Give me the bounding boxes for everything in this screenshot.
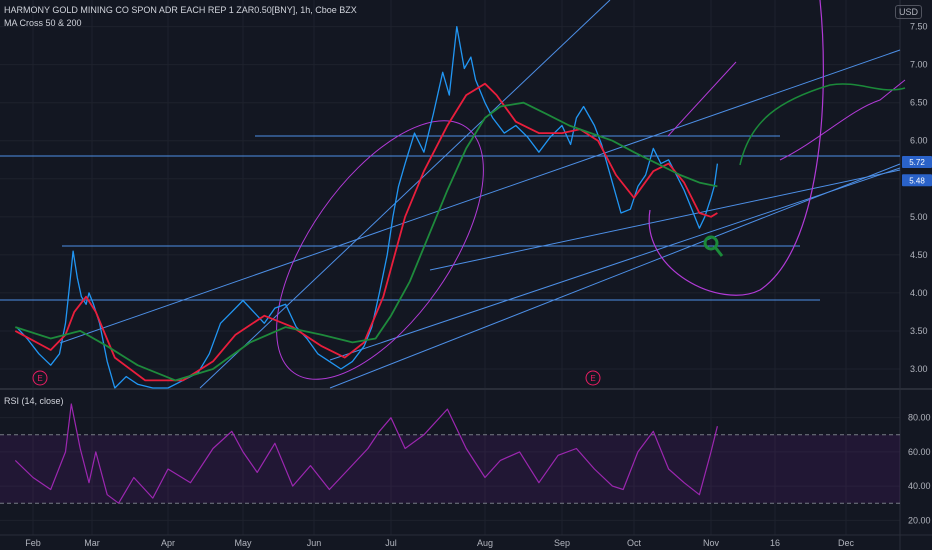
y-tick-label: 7.00 [910,60,928,70]
rsi-tick-label: 40.00 [908,481,931,491]
x-tick-label: Apr [161,538,175,548]
trendline [429,169,901,271]
rsi-tick-label: 80.00 [908,413,931,423]
ma-indicator-label: MA Cross 50 & 200 [4,18,82,28]
x-tick-label: Aug [477,538,493,548]
y-tick-label: 3.50 [910,326,928,336]
rsi-line [14,403,718,504]
chart-title: HARMONY GOLD MINING CO SPON ADR EACH REP… [4,5,357,15]
ellipse-drawing [276,120,484,380]
x-tick-label: Jul [385,538,397,548]
y-tick-label: 6.00 [910,136,928,146]
y-tick-label: 4.00 [910,288,928,298]
rsi-indicator-label: RSI (14, close) [4,396,64,406]
price-label-bg [902,174,932,187]
magenta-line [667,61,737,137]
earnings-label: E [37,374,42,383]
series-ma-200 [15,101,718,382]
rsi-band [0,434,900,504]
earnings-marker [32,370,48,386]
rsi-tick-label: 20.00 [908,515,931,525]
series-ma-50 [14,82,718,382]
y-tick-label: 4.50 [910,250,928,260]
magenta-projection [779,79,906,161]
magnifier-handle [713,246,724,257]
price-label: 5.72 [909,158,925,167]
magnifier-marker [703,235,719,251]
x-tick-label: Sep [554,538,570,548]
earnings-label: E [590,374,595,383]
x-tick-label: 16 [770,538,780,548]
grid [0,0,900,535]
trendline [199,0,611,389]
series-price [16,25,719,389]
series [14,25,719,504]
currency-badge[interactable]: USD [894,5,922,19]
earnings-marker [585,370,601,386]
trendline [329,167,901,361]
axes: Feb Mar Apr May Jun Jul Aug Sep Oct Nov 16 Dec 3.00 3… [25,22,932,548]
x-tick-label: Dec [838,538,855,548]
x-tick-label: Nov [703,538,720,548]
rsi-tick-label: 60.00 [908,447,931,457]
price-label-bg [902,156,932,169]
arc-drawing [648,0,824,296]
trendline [329,163,901,389]
x-tick-label: Feb [25,538,41,548]
y-tick-label: 3.00 [910,364,928,374]
y-tick-label: 6.50 [910,98,928,108]
y-tick-label: 5.00 [910,212,928,222]
x-tick-label: Jun [307,538,322,548]
green-projection [739,83,906,166]
x-tick-label: Oct [627,538,642,548]
x-tick-label: May [234,538,252,548]
y-tick-label: 7.50 [910,22,928,32]
x-tick-label: Mar [84,538,100,548]
price-label: 5.48 [909,176,925,185]
